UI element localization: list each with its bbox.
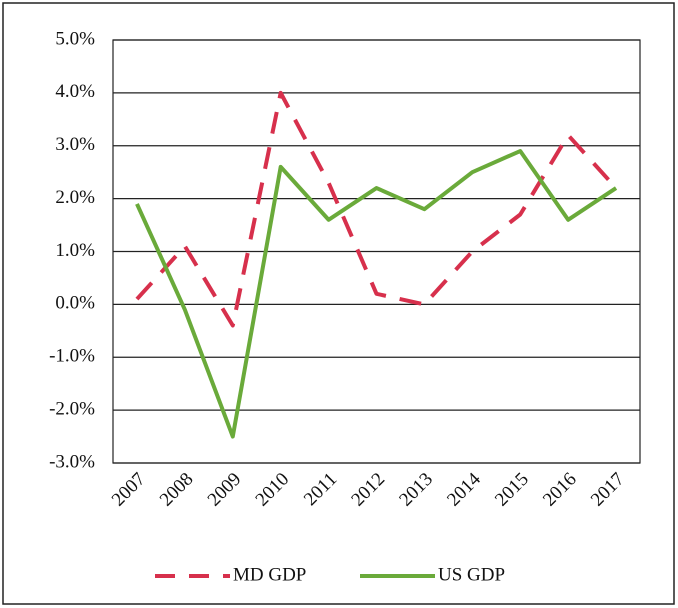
series-line [135, 90, 618, 328]
x-tick-label: 2014 [443, 468, 485, 510]
x-tick-label: 2012 [347, 469, 389, 511]
x-tick-label: 2011 [300, 469, 341, 510]
y-tick-label: 1.0% [55, 240, 95, 261]
y-tick-label: 3.0% [55, 134, 95, 155]
legend-label: US GDP [438, 564, 505, 585]
series-line [135, 149, 618, 439]
x-tick-label: 2010 [252, 469, 294, 511]
x-tick-label: 2009 [204, 469, 246, 511]
x-tick-label: 2017 [587, 469, 629, 511]
x-tick-label: 2007 [108, 469, 150, 511]
x-tick-label: 2013 [395, 469, 437, 511]
plot-border [112, 39, 641, 464]
y-tick-label: 2.0% [55, 187, 95, 208]
x-tick-label: 2015 [491, 469, 533, 511]
y-tick-label: -1.0% [49, 346, 95, 367]
y-tick-label: 5.0% [55, 28, 95, 49]
y-tick-label: 4.0% [55, 81, 95, 102]
legend-label: MD GDP [233, 564, 306, 585]
y-tick-label: -3.0% [49, 451, 95, 472]
y-tick-label: -2.0% [49, 398, 95, 419]
x-tick-label: 2008 [156, 469, 198, 511]
y-tick-label: 0.0% [55, 293, 95, 314]
x-tick-label: 2016 [539, 469, 581, 511]
